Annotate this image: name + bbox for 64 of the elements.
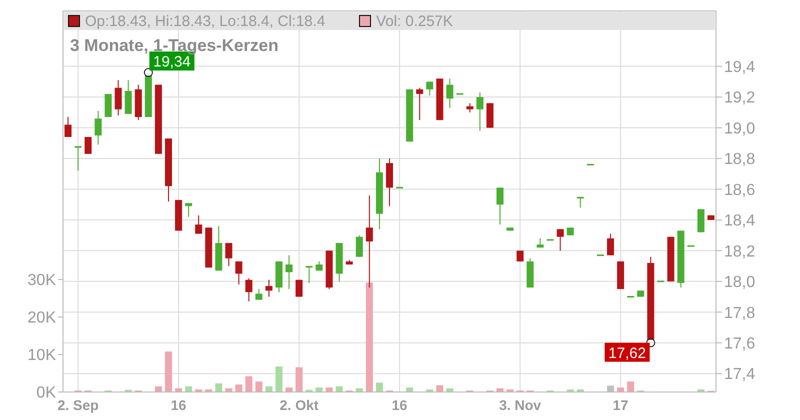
x-tick-label: 2. Sep <box>57 396 99 413</box>
text: 3 Monate, 1-Tages-Kerzen <box>70 36 278 56</box>
bar <box>245 376 252 392</box>
bar <box>376 382 383 392</box>
y-tick-label: 18,6 <box>724 182 756 199</box>
candlestick <box>124 80 132 114</box>
candlestick <box>225 242 232 267</box>
y-tick-label: 18,4 <box>724 212 756 230</box>
y-tick-label: 18,2 <box>724 243 756 260</box>
x-tick-label: 16 <box>392 396 408 413</box>
y-tick-label: 18,0 <box>724 274 756 292</box>
bar <box>164 352 172 392</box>
bar <box>215 383 222 392</box>
candlestick <box>516 250 524 262</box>
candlestick <box>476 92 484 132</box>
candlestick <box>235 260 242 285</box>
y2-tick-label: 30K <box>28 272 56 290</box>
candlestick <box>74 146 82 172</box>
candlestick <box>114 80 122 116</box>
bar <box>627 382 634 392</box>
annotation: 17,62 <box>608 344 646 362</box>
candlestick <box>356 234 363 258</box>
bar <box>296 367 303 392</box>
header-panel: Op:18.43, Hi:18.43, Lo:18.4, Cl:18.4 Vol: 0.257K <box>64 12 715 30</box>
candlestick <box>64 116 72 138</box>
candlestick <box>426 81 434 96</box>
y-tick-label: 19,2 <box>724 90 756 107</box>
annotation: 19,34 <box>153 54 191 71</box>
candlestick <box>255 288 262 300</box>
annotation: Op:18.43, Hi:18.43, Lo:18.4, Cl:18.4 <box>85 12 326 30</box>
bar <box>275 366 282 392</box>
x-tick-label: 3. Nov <box>499 396 542 413</box>
candlestick <box>265 279 272 298</box>
bar <box>366 282 373 392</box>
x-tick-label: 2. Okt <box>280 396 319 413</box>
bar <box>235 384 242 392</box>
y2-tick-label: 20K <box>28 310 56 327</box>
bar <box>255 382 262 392</box>
candlestick <box>84 136 92 154</box>
candlestick <box>466 102 474 113</box>
candlestick <box>306 266 313 284</box>
y-tick-label: 17,8 <box>724 304 756 322</box>
candlestick <box>94 110 102 146</box>
x-tick-label: 17 <box>612 396 629 413</box>
candlestick <box>185 202 192 218</box>
candlestick <box>446 78 454 108</box>
candlestick <box>195 214 202 234</box>
x-tick-label: 16 <box>170 396 187 413</box>
y-tick-label: 18,8 <box>724 151 756 168</box>
candlestick <box>416 87 424 121</box>
y2-tick-label: 0K <box>36 384 56 402</box>
candlestick <box>286 254 293 290</box>
candlestick <box>697 208 704 233</box>
y-tick-label: 17,6 <box>724 336 756 353</box>
candlestick <box>556 228 564 252</box>
y2-tick-label: 10K <box>28 347 56 364</box>
y-tick-label: 19,0 <box>724 120 756 138</box>
candlestick <box>607 233 614 256</box>
legend-label: Vol: 0.257K <box>376 12 453 30</box>
candlestick <box>496 187 504 226</box>
candlestick <box>296 279 303 298</box>
y-tick-label: 17,4 <box>724 366 756 384</box>
candlestick <box>245 278 252 302</box>
y-tick-label: 19,4 <box>724 58 756 76</box>
